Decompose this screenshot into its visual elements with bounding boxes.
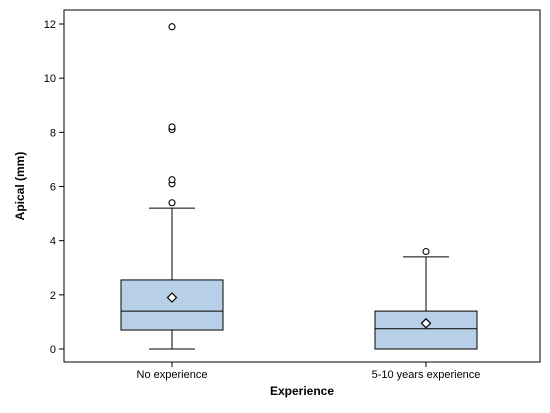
y-tick-label: 10 (44, 73, 56, 85)
outlier-point (168, 199, 176, 207)
y-axis: 0 2 4 6 8 10 12 (44, 19, 64, 356)
outlier-point (168, 23, 176, 31)
y-tick-label: 0 (50, 344, 56, 356)
y-tick-label: 4 (50, 236, 56, 248)
y-tick-label: 12 (44, 19, 56, 31)
x-axis: No experience 5-10 years experience (137, 362, 481, 381)
y-tick-label: 8 (50, 127, 56, 139)
box-1 (120, 23, 224, 350)
y-tick-label: 2 (50, 290, 56, 302)
x-tick-label: No experience (137, 369, 208, 381)
x-axis-title: Experience (270, 384, 334, 398)
outlier-point (168, 123, 176, 131)
box-2 (374, 247, 478, 350)
iqr-box (120, 279, 224, 331)
outlier-point (422, 247, 430, 256)
mean-marker (420, 317, 432, 329)
x-tick-label: 5-10 years experience (372, 369, 481, 381)
mean-marker (166, 292, 178, 303)
outlier-point (168, 176, 176, 184)
y-tick-label: 6 (50, 182, 56, 194)
iqr-box (374, 310, 478, 350)
box-plot-series (120, 23, 478, 350)
y-axis-title: Apical (mm) (13, 152, 27, 221)
